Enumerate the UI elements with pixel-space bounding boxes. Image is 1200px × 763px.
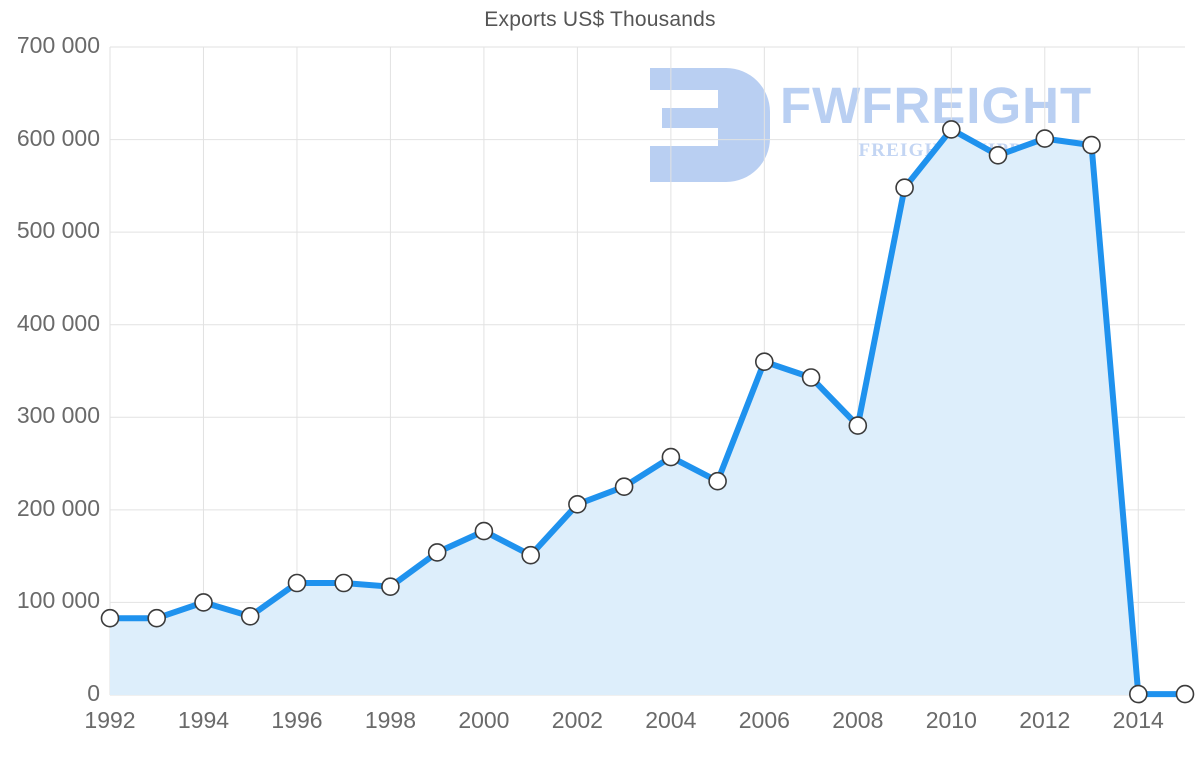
- x-axis-tick-label: 2002: [551, 707, 603, 733]
- y-axis-tick-label: 400 000: [16, 309, 100, 336]
- y-axis-tick-label: 600 000: [16, 124, 100, 151]
- data-point-marker: [287, 573, 307, 593]
- data-point-marker: [988, 146, 1008, 165]
- x-axis-tick-label: 2008: [832, 707, 884, 733]
- x-axis-tick-label: 1992: [84, 707, 136, 733]
- y-axis-tick-label: 500 000: [16, 217, 100, 244]
- data-point-marker: [334, 573, 354, 593]
- x-axis-tick-label: 1998: [364, 707, 416, 733]
- area-fill: [110, 129, 1185, 695]
- data-point-marker: [1129, 684, 1148, 704]
- x-axis-tick-label: 2010: [925, 707, 977, 733]
- data-point-marker: [895, 178, 914, 197]
- x-axis-tick-label: 2004: [645, 707, 697, 733]
- data-point-marker: [521, 545, 541, 565]
- data-point-marker: [708, 471, 727, 491]
- data-point-marker: [801, 368, 821, 387]
- data-point-marker: [568, 494, 587, 514]
- y-axis-tick-label: 700 000: [16, 32, 100, 58]
- y-axis-tick-label: 300 000: [16, 402, 100, 429]
- data-point-marker: [427, 543, 447, 562]
- y-axis-tick-label: 200 000: [16, 494, 100, 521]
- data-point-marker: [754, 352, 774, 372]
- x-axis-tick-label: 2012: [1019, 707, 1071, 733]
- data-point-marker: [147, 608, 166, 628]
- x-axis-tick-label: 2014: [1112, 707, 1164, 733]
- data-point-marker: [1035, 129, 1055, 148]
- data-point-marker: [474, 521, 494, 541]
- x-axis-tick-label: 1994: [177, 707, 230, 733]
- data-point-marker: [848, 416, 868, 435]
- chart-title: Exports US$ Thousands: [484, 8, 716, 31]
- data-point-marker: [381, 577, 400, 597]
- data-point-marker: [661, 447, 681, 467]
- data-markers: [100, 120, 1195, 704]
- x-axis-tick-label: 1996: [271, 707, 323, 733]
- data-point-marker: [941, 120, 961, 139]
- y-axis-tick-label: 100 000: [16, 587, 100, 614]
- data-point-marker: [240, 606, 260, 626]
- y-axis-tick-label: 0: [87, 680, 100, 706]
- data-point-marker: [194, 593, 213, 612]
- x-axis-tick-label: 2000: [458, 707, 510, 733]
- data-point-marker: [100, 608, 120, 628]
- data-point-marker: [1082, 135, 1101, 155]
- data-point-marker: [1175, 684, 1195, 704]
- data-point-marker: [614, 477, 634, 497]
- x-axis-tick-label: 2006: [738, 707, 790, 733]
